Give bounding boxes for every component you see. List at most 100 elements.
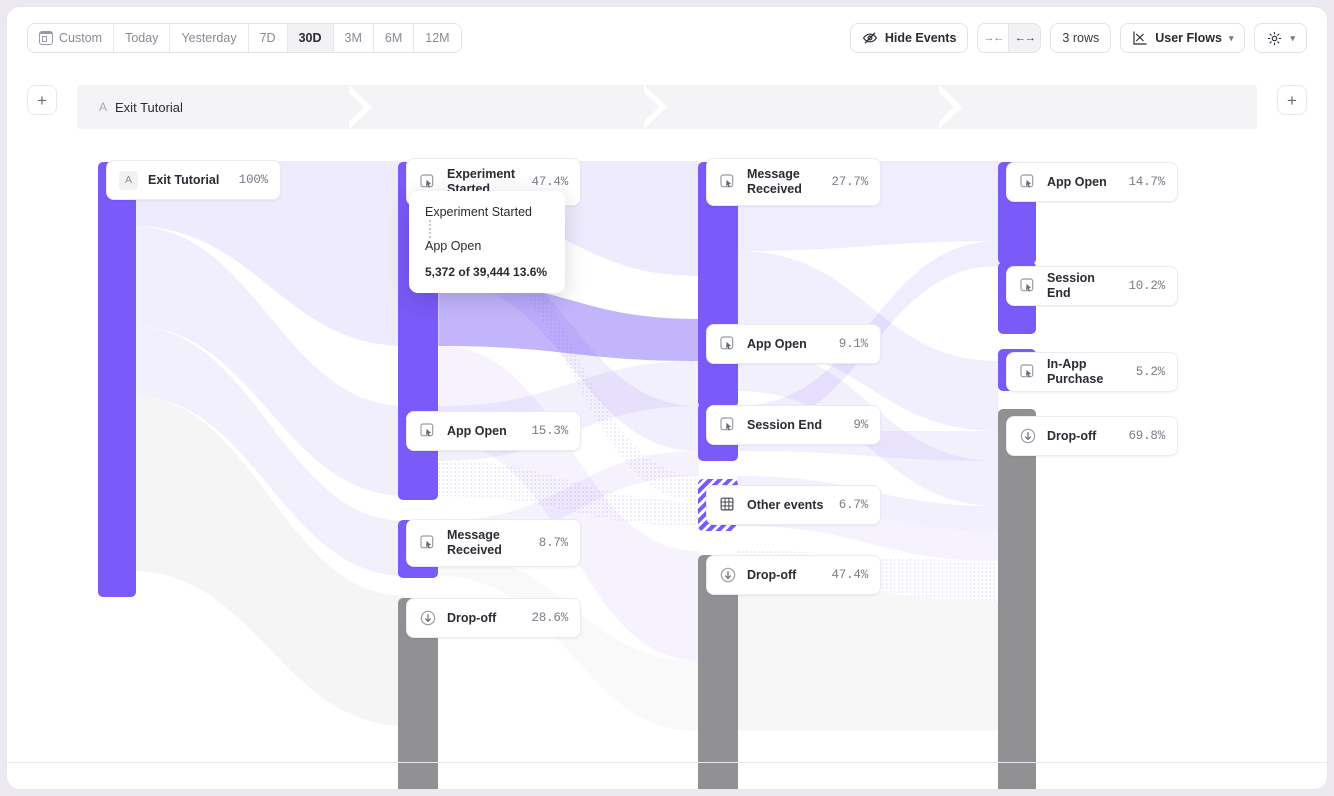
node-app-open-c2[interactable]: App Open 9.1% [706, 324, 881, 364]
node-percent: 47.4% [531, 175, 568, 189]
dropoff-icon [420, 610, 436, 626]
click-event-icon [1020, 174, 1034, 188]
link-exit-to-experiment[interactable] [131, 161, 407, 346]
node-dropoff-c1[interactable]: Drop-off 28.6% [406, 598, 581, 638]
step-badge: A [99, 100, 108, 114]
date-range-yesterday[interactable]: Yesterday [170, 24, 249, 52]
click-event-icon [720, 174, 734, 188]
node-dropoff-c3[interactable]: Drop-off 69.8% [1006, 416, 1178, 456]
footer-divider [7, 762, 1327, 763]
link-experiment-to-other[interactable] [438, 209, 699, 501]
step-item-4[interactable] [931, 85, 1257, 129]
expand-spacing-button[interactable]: ←→ [1009, 24, 1041, 52]
view-type-selector[interactable]: User Flows ▾ [1120, 23, 1246, 53]
node-message-received-c1[interactable]: Message Received 8.7% [406, 519, 581, 567]
node-label: App Open [447, 423, 507, 438]
click-event-icon [720, 336, 734, 350]
gear-icon [1268, 31, 1282, 45]
click-event-icon [420, 535, 434, 549]
spacing-toggle-group[interactable]: →← ←→ [977, 23, 1042, 53]
dropoff-icon [720, 567, 736, 583]
node-other-events[interactable]: Other events 6.7% [706, 485, 881, 525]
settings-button[interactable]: ▾ [1254, 23, 1307, 53]
node-label: App Open [1047, 174, 1107, 189]
add-step-right-button[interactable]: + [1277, 85, 1307, 115]
node-label: Other events [747, 497, 824, 512]
node-exit-tutorial[interactable]: A Exit Tutorial 100% [106, 160, 281, 200]
click-event-icon [420, 423, 434, 437]
date-range-3m-label: 3M [344, 31, 362, 45]
date-range-3m[interactable]: 3M [333, 24, 374, 52]
node-percent: 6.7% [838, 498, 868, 512]
node-session-end-c2[interactable]: Session End 9% [706, 405, 881, 445]
node-app-open-c1[interactable]: App Open 15.3% [406, 411, 581, 451]
add-step-left-button[interactable]: + [27, 85, 57, 115]
node-percent: 8.7% [538, 536, 568, 550]
eye-off-icon [862, 32, 877, 44]
step-item-3[interactable] [636, 85, 962, 129]
link-appopen-to-other[interactable] [438, 461, 699, 526]
collapse-spacing-button[interactable]: →← [978, 24, 1010, 52]
step-item-1[interactable]: A Exit Tutorial [77, 85, 372, 129]
user-flows-app: Custom Today Yesterday 7D 30D 3M 6M 12M [6, 6, 1328, 790]
view-type-label: User Flows [1155, 31, 1222, 45]
node-app-open-c3[interactable]: App Open 14.7% [1006, 162, 1178, 202]
node-label: App Open [747, 336, 807, 351]
toolbar-actions: Hide Events →← ←→ 3 rows User Fl [849, 23, 1307, 53]
hide-events-button[interactable]: Hide Events [849, 23, 969, 53]
node-label: Session End [747, 417, 823, 432]
click-event-icon [420, 174, 434, 188]
date-range-12m-label: 12M [425, 31, 450, 45]
link-exit-to-message[interactable] [131, 326, 407, 576]
date-range-30d-label: 30D [298, 31, 322, 45]
tooltip-to-label: App Open [425, 239, 482, 253]
node-bar-dropoff-c3[interactable] [998, 409, 1036, 789]
step-item-2[interactable] [341, 85, 667, 129]
node-bar-exit-tutorial[interactable] [98, 162, 136, 597]
tooltip-connector [429, 220, 431, 238]
click-event-icon [720, 417, 734, 431]
arrows-collapse-icon: →← [983, 32, 1004, 44]
node-label: Drop-off [747, 567, 797, 582]
date-range-7d-label: 7D [259, 31, 276, 45]
node-percent: 100% [238, 173, 268, 187]
date-range-selector[interactable]: Custom Today Yesterday 7D 30D 3M 6M 12M [27, 23, 462, 53]
node-label: Drop-off [1047, 428, 1097, 443]
node-session-end-c3[interactable]: Session End 10.2% [1006, 266, 1178, 306]
step-bar: + A Exit Tutorial + [7, 69, 1327, 131]
step-list: A Exit Tutorial [77, 85, 1257, 129]
link-message-to-dropoff[interactable] [438, 551, 699, 731]
node-percent: 9% [853, 418, 868, 432]
link-exit-to-appopen[interactable] [131, 226, 407, 496]
node-percent: 47.4% [831, 568, 868, 582]
node-in-app-purchase[interactable]: In-App Purchase 5.2% [1006, 352, 1178, 392]
date-range-today[interactable]: Today [114, 24, 171, 52]
link-tooltip: Experiment Started App Open 5,372 of 39,… [409, 191, 565, 293]
date-range-6m[interactable]: 6M [373, 24, 415, 52]
link-experiment-to-appopen-highlight[interactable] [438, 281, 699, 361]
chevron-down-icon: ▾ [1290, 32, 1295, 43]
node-label: Message Received [447, 528, 502, 557]
flow-chart-icon [1133, 31, 1147, 45]
link-dropoff2-to-dropoff[interactable] [736, 579, 999, 731]
date-range-yesterday-label: Yesterday [181, 31, 237, 45]
date-range-30d[interactable]: 30D [287, 24, 334, 52]
date-range-custom[interactable]: Custom [28, 24, 115, 52]
node-percent: 28.6% [531, 611, 568, 625]
node-label: Message Received [747, 167, 802, 196]
toolbar: Custom Today Yesterday 7D 30D 3M 6M 12M [7, 7, 1327, 69]
date-range-12m[interactable]: 12M [414, 24, 461, 52]
node-label: In-App Purchase [1047, 357, 1104, 386]
step-label: Exit Tutorial [115, 99, 183, 115]
node-message-received-c2[interactable]: Message Received 27.7% [706, 158, 881, 206]
date-range-custom-label: Custom [59, 31, 103, 45]
date-range-7d[interactable]: 7D [248, 24, 288, 52]
plus-icon: + [1287, 90, 1297, 110]
sankey-chart: A Exit Tutorial 100% Experiment Started … [7, 131, 1327, 789]
rows-selector-button[interactable]: 3 rows [1050, 23, 1112, 53]
node-label: Session End [1047, 271, 1095, 300]
node-dropoff-c2[interactable]: Drop-off 47.4% [706, 555, 881, 595]
link-exit-to-dropoff[interactable] [131, 396, 407, 726]
click-event-icon [1020, 364, 1034, 378]
tooltip-total: 5,372 of 39,444 13.6% [425, 265, 548, 279]
